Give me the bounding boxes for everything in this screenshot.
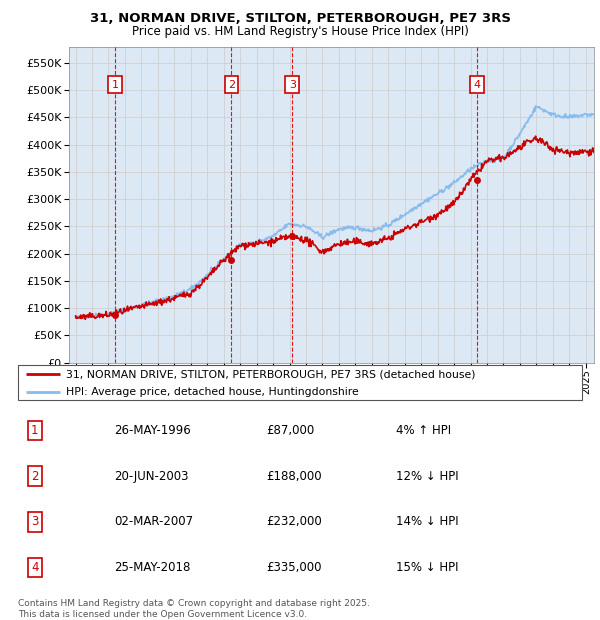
Text: 3: 3 — [289, 79, 296, 90]
Text: 26-MAY-1996: 26-MAY-1996 — [114, 424, 191, 437]
Text: 2: 2 — [228, 79, 235, 90]
Text: HPI: Average price, detached house, Huntingdonshire: HPI: Average price, detached house, Hunt… — [66, 387, 359, 397]
Text: 31, NORMAN DRIVE, STILTON, PETERBOROUGH, PE7 3RS (detached house): 31, NORMAN DRIVE, STILTON, PETERBOROUGH,… — [66, 369, 475, 379]
Text: 15% ↓ HPI: 15% ↓ HPI — [396, 561, 458, 574]
FancyBboxPatch shape — [18, 365, 582, 400]
Text: 2: 2 — [31, 470, 38, 482]
Text: 31, NORMAN DRIVE, STILTON, PETERBOROUGH, PE7 3RS: 31, NORMAN DRIVE, STILTON, PETERBOROUGH,… — [89, 12, 511, 25]
Text: 1: 1 — [112, 79, 119, 90]
Text: 20-JUN-2003: 20-JUN-2003 — [114, 470, 188, 482]
Text: 25-MAY-2018: 25-MAY-2018 — [114, 561, 190, 574]
Text: Price paid vs. HM Land Registry's House Price Index (HPI): Price paid vs. HM Land Registry's House … — [131, 25, 469, 38]
Text: 3: 3 — [31, 515, 38, 528]
Text: 4: 4 — [473, 79, 481, 90]
Text: Contains HM Land Registry data © Crown copyright and database right 2025.
This d: Contains HM Land Registry data © Crown c… — [18, 600, 370, 619]
Text: £87,000: £87,000 — [266, 424, 314, 437]
Text: 02-MAR-2007: 02-MAR-2007 — [114, 515, 193, 528]
Text: 12% ↓ HPI: 12% ↓ HPI — [396, 470, 458, 482]
Text: £188,000: £188,000 — [266, 470, 322, 482]
Text: £335,000: £335,000 — [266, 561, 322, 574]
Text: £232,000: £232,000 — [266, 515, 322, 528]
Text: 14% ↓ HPI: 14% ↓ HPI — [396, 515, 458, 528]
Text: 4: 4 — [31, 561, 38, 574]
Text: 1: 1 — [31, 424, 38, 437]
Text: 4% ↑ HPI: 4% ↑ HPI — [396, 424, 451, 437]
